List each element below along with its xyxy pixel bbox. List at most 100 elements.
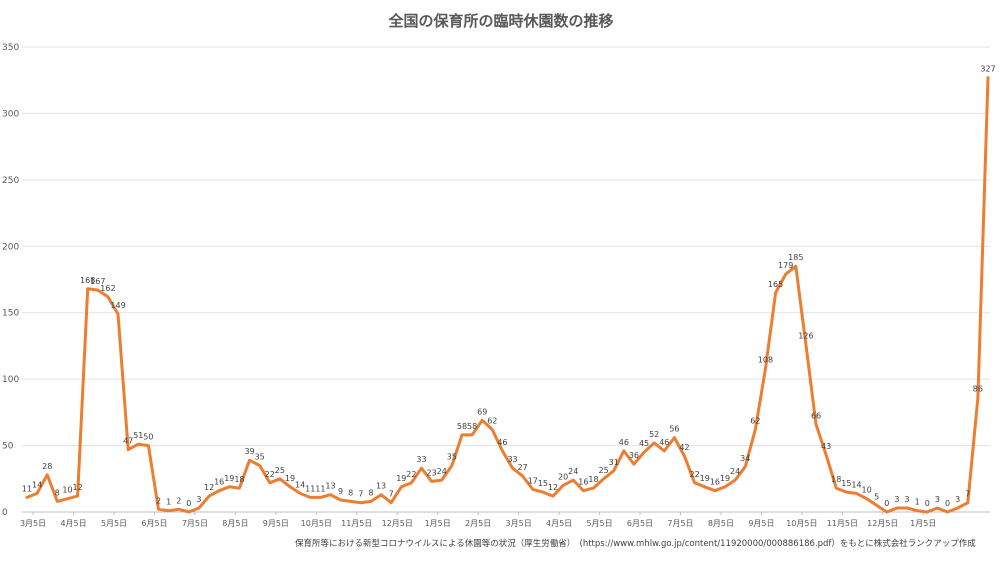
data-label: 15 bbox=[538, 479, 548, 488]
data-label: 86 bbox=[973, 385, 983, 394]
data-label: 46 bbox=[619, 438, 629, 447]
data-label: 12 bbox=[72, 483, 82, 492]
data-label: 66 bbox=[811, 411, 821, 420]
data-label: 58 bbox=[457, 422, 467, 431]
data-label: 2 bbox=[176, 496, 181, 505]
y-tick-label: 100 bbox=[2, 375, 19, 385]
x-tick-label: 4月5日 bbox=[60, 519, 86, 528]
data-label: 24 bbox=[437, 467, 447, 476]
data-label: 0 bbox=[925, 499, 930, 508]
data-label: 22 bbox=[406, 470, 416, 479]
data-label: 50 bbox=[143, 433, 153, 442]
data-label: 2 bbox=[156, 496, 161, 505]
data-label: 11 bbox=[22, 484, 32, 493]
data-label: 11 bbox=[305, 484, 315, 493]
data-label: 149 bbox=[110, 301, 125, 310]
data-label: 10 bbox=[62, 486, 72, 495]
x-tick-label: 5月5日 bbox=[586, 519, 612, 528]
data-label: 33 bbox=[507, 455, 517, 464]
data-label: 13 bbox=[376, 482, 386, 491]
data-label: 3 bbox=[905, 495, 910, 504]
data-label: 14 bbox=[295, 480, 305, 489]
data-label: 52 bbox=[649, 430, 659, 439]
y-tick-label: 150 bbox=[2, 309, 19, 319]
data-label: 62 bbox=[487, 417, 497, 426]
data-label: 16 bbox=[578, 478, 588, 487]
x-tick-label: 8月5日 bbox=[708, 519, 734, 528]
data-label: 45 bbox=[639, 439, 649, 448]
data-label: 0 bbox=[884, 499, 889, 508]
data-label: 39 bbox=[244, 447, 254, 456]
x-tick-label: 11月5日 bbox=[341, 519, 372, 528]
x-tick-label: 11月5日 bbox=[827, 519, 858, 528]
data-label: 46 bbox=[497, 438, 507, 447]
data-label: 19 bbox=[396, 474, 406, 483]
x-tick-label: 5月5日 bbox=[101, 519, 127, 528]
x-tick-label: 1月5日 bbox=[910, 519, 936, 528]
data-label: 35 bbox=[255, 453, 265, 462]
data-label: 7 bbox=[389, 490, 394, 499]
x-tick-label: 12月5日 bbox=[382, 519, 413, 528]
data-label: 25 bbox=[599, 466, 609, 475]
data-label: 19 bbox=[720, 474, 730, 483]
data-label: 1 bbox=[915, 498, 920, 507]
data-label: 18 bbox=[831, 475, 841, 484]
data-label: 43 bbox=[821, 442, 831, 451]
data-label: 126 bbox=[798, 332, 813, 341]
data-label: 8 bbox=[368, 488, 373, 497]
x-tick-label: 10月5日 bbox=[301, 519, 332, 528]
data-label: 165 bbox=[768, 280, 783, 289]
x-tick-label: 6月5日 bbox=[627, 519, 653, 528]
data-label: 47 bbox=[123, 437, 133, 446]
data-label: 19 bbox=[700, 474, 710, 483]
data-label: 27 bbox=[518, 463, 528, 472]
data-label: 3 bbox=[196, 495, 201, 504]
y-tick-label: 200 bbox=[2, 242, 19, 252]
x-tick-label: 8月5日 bbox=[222, 519, 248, 528]
data-label: 25 bbox=[275, 466, 285, 475]
data-label: 24 bbox=[730, 467, 740, 476]
data-label: 14 bbox=[851, 480, 861, 489]
data-label: 9 bbox=[338, 487, 343, 496]
data-label: 0 bbox=[945, 499, 950, 508]
y-tick-label: 50 bbox=[2, 442, 14, 452]
data-label: 46 bbox=[659, 438, 669, 447]
data-label: 3 bbox=[894, 495, 899, 504]
data-label: 19 bbox=[285, 474, 295, 483]
data-label: 18 bbox=[234, 475, 244, 484]
y-tick-label: 0 bbox=[2, 508, 8, 518]
data-label: 12 bbox=[548, 483, 558, 492]
source-note: 保育所等における新型コロナウイルスによる休園等の状況（厚生労働省） (https… bbox=[295, 537, 976, 549]
x-tick-label: 6月5日 bbox=[141, 519, 167, 528]
data-label: 185 bbox=[788, 253, 803, 262]
x-tick-label: 3月5日 bbox=[506, 519, 532, 528]
x-tick-label: 9月5日 bbox=[263, 519, 289, 528]
data-label: 8 bbox=[55, 488, 60, 497]
data-label: 62 bbox=[750, 417, 760, 426]
data-label: 33 bbox=[416, 455, 426, 464]
data-label: 162 bbox=[100, 284, 115, 293]
data-label: 28 bbox=[42, 462, 52, 471]
data-label: 11 bbox=[315, 484, 325, 493]
data-label: 22 bbox=[265, 470, 275, 479]
data-label: 15 bbox=[841, 479, 851, 488]
data-label: 56 bbox=[669, 425, 679, 434]
data-label: 31 bbox=[609, 458, 619, 467]
data-label: 34 bbox=[740, 454, 750, 463]
data-label: 179 bbox=[778, 261, 793, 270]
data-label: 22 bbox=[690, 470, 700, 479]
data-label: 3 bbox=[935, 495, 940, 504]
x-tick-label: 7月5日 bbox=[667, 519, 693, 528]
y-tick-label: 300 bbox=[2, 109, 19, 119]
data-label: 69 bbox=[477, 407, 487, 416]
data-label: 0 bbox=[186, 499, 191, 508]
data-label: 108 bbox=[758, 356, 773, 365]
data-label: 23 bbox=[427, 468, 437, 477]
data-label: 14 bbox=[32, 480, 42, 489]
data-label: 58 bbox=[467, 422, 477, 431]
x-tick-label: 7月5日 bbox=[182, 519, 208, 528]
data-label: 7 bbox=[965, 490, 970, 499]
x-tick-label: 10月5日 bbox=[786, 519, 817, 528]
data-label: 13 bbox=[325, 482, 335, 491]
data-label: 35 bbox=[447, 453, 457, 462]
